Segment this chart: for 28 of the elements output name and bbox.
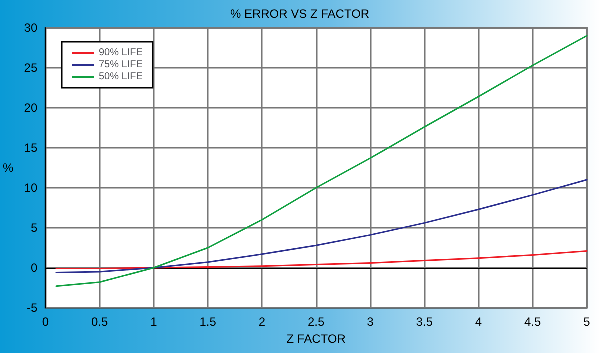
x-tick-label: 0.5 [91,315,108,329]
x-tick-label: 2 [258,315,266,329]
x-tick-label: 5 [584,315,591,329]
legend-label: 75% LIFE [99,60,144,70]
legend-label: 90% LIFE [99,48,144,58]
x-tick-label: 1 [150,315,158,329]
x-tick-label: 4.5 [524,315,542,329]
line-series [56,250,588,270]
y-axis-title: % [3,161,14,175]
y-tick-label: 10 [24,181,38,195]
chart-title: % ERROR VS Z FACTOR [230,7,370,21]
y-tick-label: 20 [24,101,38,115]
line-series [56,35,588,288]
y-tick-label: 0 [30,261,38,275]
x-tick-label: 3.5 [416,315,434,329]
x-tick-label: 3 [367,315,374,329]
y-tick-label: 25 [24,61,38,75]
x-tick-label: 4 [475,315,482,329]
y-tick-label: 30 [24,21,38,35]
x-tick-label: 2.5 [308,315,325,329]
legend-label: 50% LIFE [99,72,144,82]
x-tick-label: 0 [42,315,50,329]
line-series [56,179,588,274]
y-tick-label: -5 [27,301,38,315]
x-tick-label: 1.5 [200,315,217,329]
x-axis-title: Z FACTOR [286,332,346,346]
y-tick-label: 5 [30,221,38,235]
y-tick-label: 15 [24,141,38,155]
